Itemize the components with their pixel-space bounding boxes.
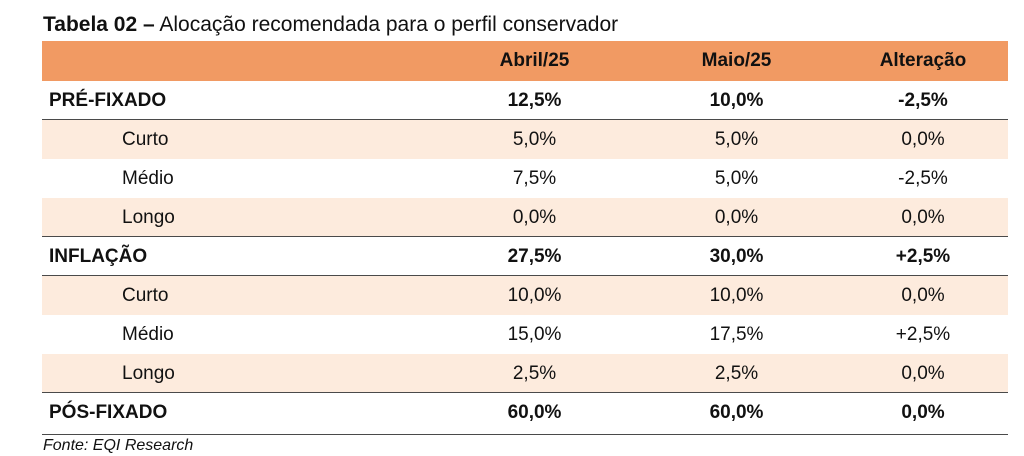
- cell-change: +2,5%: [895, 324, 951, 345]
- cell-may: 5,0%: [714, 129, 759, 150]
- row-label: PRÉ-FIXADO: [49, 90, 167, 111]
- table-row: Médio 15,0% 17,5% +2,5%: [42, 315, 1008, 354]
- cell-may: 2,5%: [714, 363, 759, 384]
- cell-change: 0,0%: [901, 363, 945, 384]
- cell-change: 0,0%: [901, 285, 945, 306]
- header-april: Abril/25: [499, 50, 570, 71]
- table-row-inflacao: INFLAÇÃO 27,5% 30,0% +2,5%: [42, 237, 1008, 276]
- cell-may: 60,0%: [709, 402, 764, 423]
- row-label: Longo: [122, 207, 175, 228]
- cell-change: 0,0%: [901, 129, 945, 150]
- row-label: Longo: [122, 363, 175, 384]
- table-source: Fonte: EQI Research: [43, 437, 194, 454]
- table-bottom-rule: [42, 434, 1008, 435]
- table-caption: Alocação recomendada para o perfil conse…: [154, 13, 619, 36]
- table-row-prefixado: PRÉ-FIXADO 12,5% 10,0% -2,5%: [42, 81, 1008, 120]
- cell-change: 0,0%: [901, 207, 945, 228]
- cell-may: 10,0%: [709, 90, 764, 111]
- row-label: Curto: [122, 129, 169, 150]
- cell-change: -2,5%: [898, 90, 948, 111]
- table-number: Tabela 02 –: [43, 13, 155, 36]
- table-row-posfixado: PÓS-FIXADO 60,0% 60,0% 0,0%: [42, 393, 1008, 432]
- table-row: Longo 0,0% 0,0% 0,0%: [42, 198, 1008, 237]
- cell-april: 12,5%: [507, 90, 562, 111]
- table-row: Curto 5,0% 5,0% 0,0%: [42, 120, 1008, 159]
- cell-may: 17,5%: [709, 324, 764, 345]
- table-title: Tabela 02 – Alocação recomendada para o …: [43, 12, 618, 38]
- header-may: Maio/25: [701, 50, 772, 71]
- cell-may: 0,0%: [714, 207, 759, 228]
- row-label: Curto: [122, 285, 169, 306]
- cell-may: 10,0%: [709, 285, 764, 306]
- row-label: Médio: [122, 324, 174, 345]
- table-row: Curto 10,0% 10,0% 0,0%: [42, 276, 1008, 315]
- cell-april: 27,5%: [507, 246, 562, 267]
- cell-may: 30,0%: [709, 246, 764, 267]
- cell-april: 7,5%: [512, 168, 557, 189]
- table-row: Médio 7,5% 5,0% -2,5%: [42, 159, 1008, 198]
- cell-april: 5,0%: [512, 129, 557, 150]
- row-label: INFLAÇÃO: [49, 246, 148, 267]
- row-label: PÓS-FIXADO: [49, 402, 168, 423]
- allocation-table: Abril/25 Maio/25 Alteração PRÉ-FIXADO 12…: [42, 41, 1008, 432]
- cell-change: +2,5%: [895, 246, 951, 267]
- cell-change: -2,5%: [898, 168, 948, 189]
- cell-may: 5,0%: [714, 168, 759, 189]
- cell-april: 2,5%: [512, 363, 557, 384]
- cell-april: 60,0%: [507, 402, 562, 423]
- cell-april: 0,0%: [512, 207, 557, 228]
- table-row: Longo 2,5% 2,5% 0,0%: [42, 354, 1008, 393]
- cell-april: 10,0%: [507, 285, 562, 306]
- cell-april: 15,0%: [507, 324, 562, 345]
- table-header-row: Abril/25 Maio/25 Alteração: [42, 41, 1008, 81]
- cell-change: 0,0%: [901, 402, 945, 423]
- header-change: Alteração: [879, 50, 967, 71]
- row-label: Médio: [122, 168, 174, 189]
